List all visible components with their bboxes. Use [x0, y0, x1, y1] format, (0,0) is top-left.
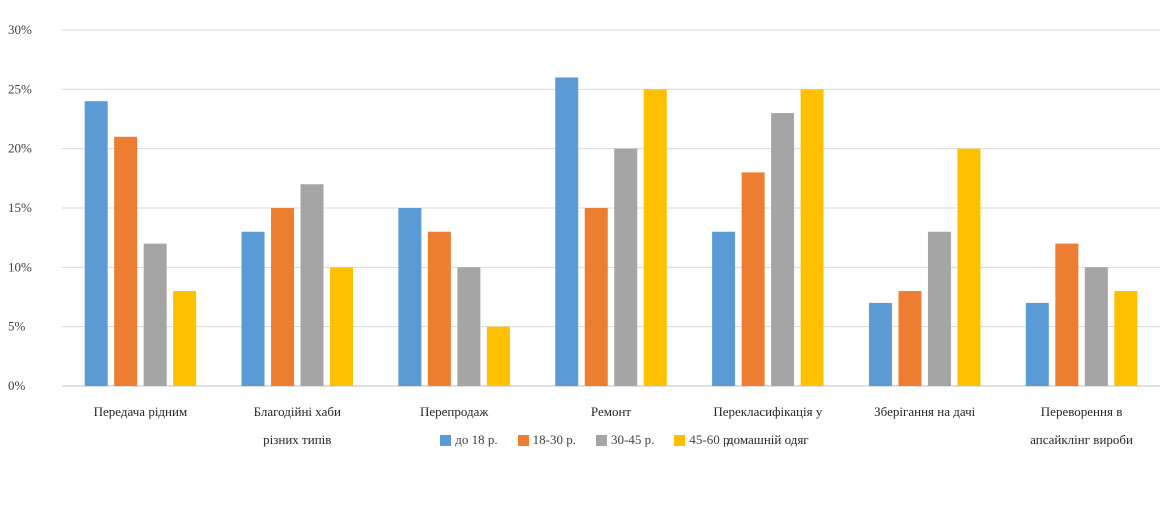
bar	[457, 267, 481, 386]
legend-label: 18-30 р.	[532, 432, 577, 447]
bar	[143, 243, 167, 386]
legend-swatch	[440, 434, 452, 446]
x-tick-label: Ремонт	[591, 404, 632, 419]
x-tick-label: Перепродаж	[420, 404, 489, 419]
x-tick-label: Переворення в	[1041, 404, 1123, 419]
bar	[84, 101, 108, 386]
legend-swatch	[596, 434, 608, 446]
bar	[898, 291, 922, 386]
y-tick-label: 10%	[8, 259, 32, 274]
bar	[868, 302, 892, 386]
legend-label: 45-60 р.	[689, 432, 733, 447]
bar	[241, 231, 265, 386]
bar	[584, 208, 608, 386]
y-tick-label: 15%	[8, 200, 32, 215]
bar	[555, 77, 579, 386]
legend-item: до 18 р.	[440, 432, 498, 448]
x-tick-label: різних типів	[263, 432, 331, 447]
bar	[614, 148, 638, 386]
x-tick-label: Перекласифікація у	[713, 404, 822, 419]
bar	[173, 291, 197, 386]
bar	[398, 208, 422, 386]
legend-label: 30-45 р.	[611, 432, 655, 447]
bar	[1114, 291, 1138, 386]
bar	[114, 136, 138, 386]
legend-swatch	[517, 434, 529, 446]
bar	[771, 113, 795, 387]
bar	[800, 89, 824, 386]
bar	[330, 267, 354, 386]
bar	[486, 326, 510, 386]
y-tick-label: 0%	[8, 378, 26, 393]
y-tick-label: 25%	[8, 81, 32, 96]
bar	[300, 184, 324, 386]
x-tick-label: апсайклінг вироби	[1030, 432, 1133, 447]
y-tick-label: 30%	[8, 22, 32, 37]
bar	[741, 172, 765, 386]
bar	[1025, 302, 1049, 386]
bar	[927, 231, 951, 386]
bar	[957, 148, 981, 386]
x-tick-label: Зберігання на дачі	[874, 404, 975, 419]
bar	[643, 89, 667, 386]
x-tick-label: Благодійні хаби	[254, 404, 341, 419]
bar	[1055, 243, 1079, 386]
legend-item: 18-30 р.	[517, 432, 577, 448]
legend-label: до 18 р.	[455, 432, 498, 447]
bar	[712, 231, 736, 386]
bar	[271, 208, 295, 386]
legend-item: 45-60 р.	[674, 432, 733, 448]
legend-swatch	[674, 434, 686, 446]
x-tick-label: домашній одяг	[727, 432, 809, 447]
bar	[1084, 267, 1108, 386]
legend: до 18 р. 18-30 р. 30-45 р. 45-60 р.	[0, 430, 1173, 450]
bar	[427, 231, 451, 386]
x-tick-label: Передача рідним	[94, 404, 188, 419]
legend-item: 30-45 р.	[596, 432, 654, 448]
y-tick-label: 20%	[8, 141, 32, 156]
y-tick-label: 5%	[8, 319, 26, 334]
